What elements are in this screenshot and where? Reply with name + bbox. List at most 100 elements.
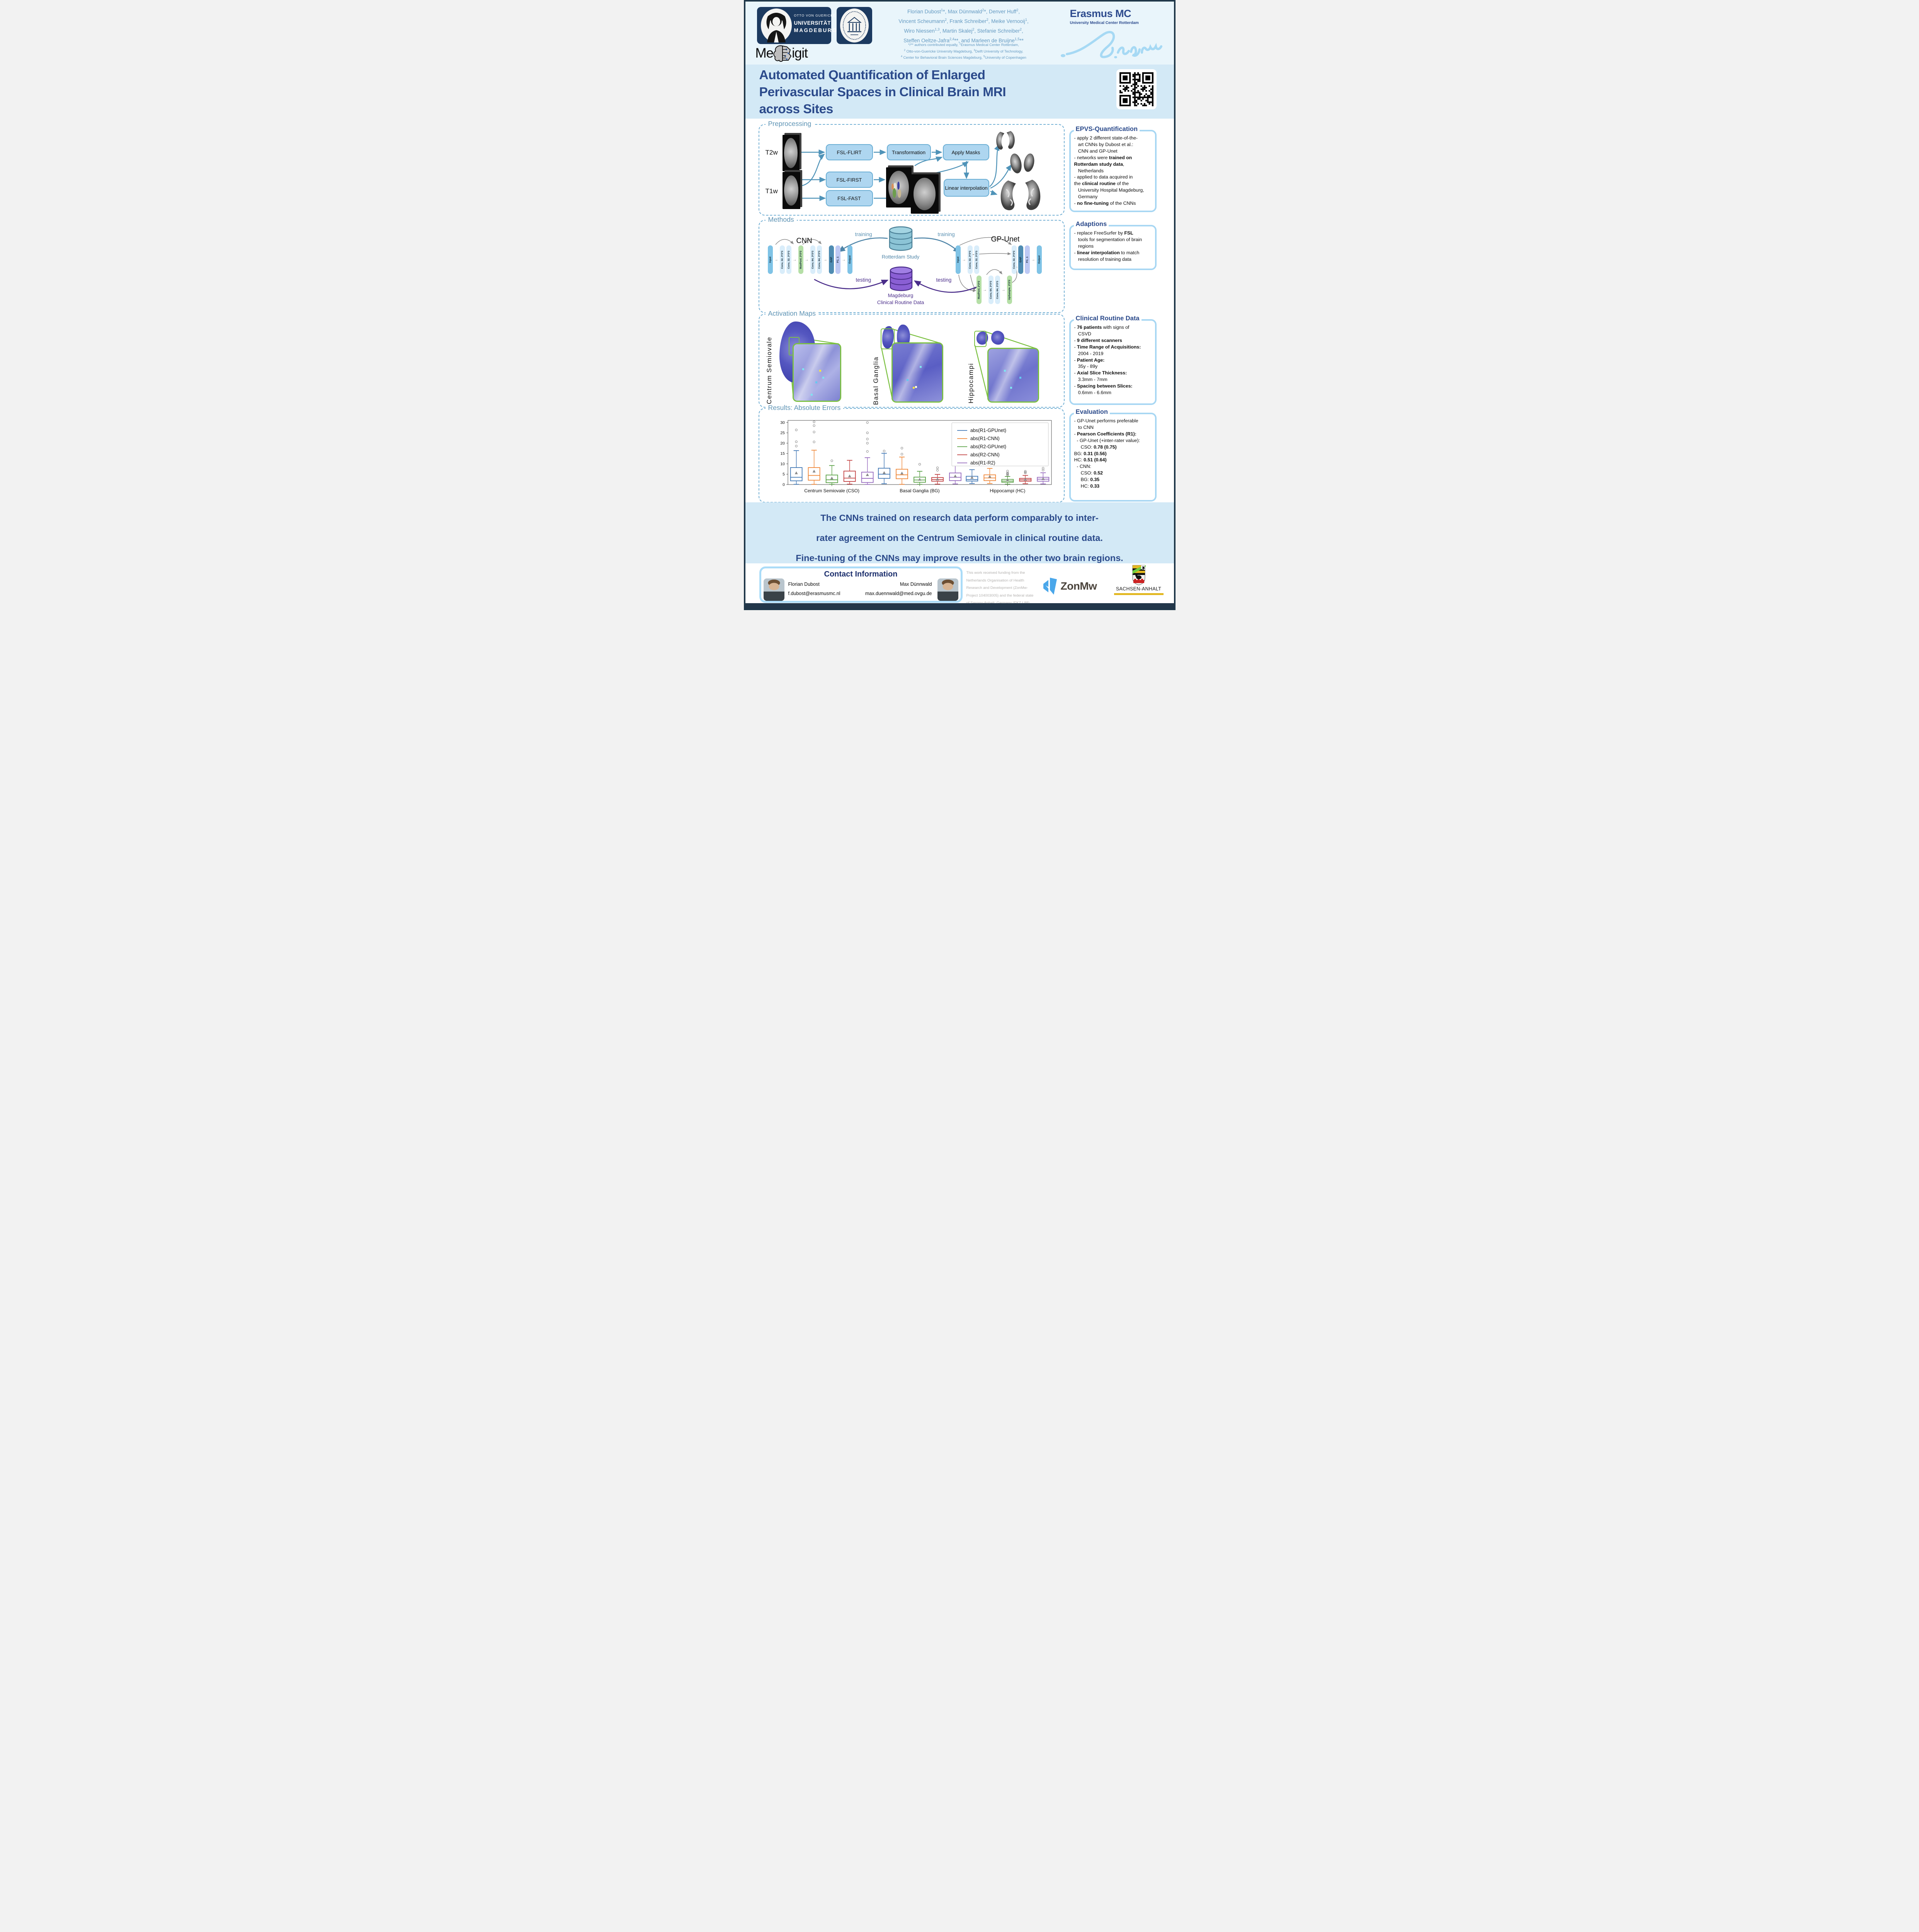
- medigit-text-post: igit: [792, 46, 808, 61]
- layer-pill: MaxPool, 2*2*2: [798, 245, 803, 274]
- contact-email-1[interactable]: f.dubost@erasmusmc.nl: [788, 591, 840, 596]
- max-duennwald-photo: [937, 578, 958, 601]
- contact-name-1: Florian Dubost: [788, 582, 820, 587]
- section-results: Results: Absolute Errors 0 5 10 15 20 25 30 Cen…: [758, 404, 1065, 503]
- gpunet-encoder-diagram: Input → Conv, 32, 3*3*3 Conv, 32, 3*3*3: [955, 245, 979, 274]
- sidebar-evaluation-box: Evaluation - GP-Unet performs preferable…: [1069, 408, 1157, 502]
- medigit-brain-icon: [773, 45, 792, 62]
- sidebar-adaptions-box: Adaptions - replace FreeSurfer by FSL to…: [1069, 221, 1157, 270]
- sidebar-adaptions-title: Adaptions: [1073, 221, 1109, 228]
- layer-pill: FC, 1: [835, 245, 840, 274]
- apply-masks-box: Apply Masks: [942, 144, 989, 160]
- svg-text:abs(R1-R2): abs(R1-R2): [970, 460, 995, 466]
- svg-text:25: 25: [780, 431, 785, 435]
- gpunet-bottleneck-diagram: MaxPool, 2*2*2 → Conv, 64, 3*3*3 Conv, 64, …: [976, 276, 1012, 304]
- zonmw-icon: [1043, 578, 1057, 595]
- title-band: Automated Quantification of Enlarged Per…: [745, 65, 1174, 119]
- flow-arrow-icon: →: [774, 257, 778, 262]
- testing-label-left: testing: [856, 277, 871, 283]
- svg-text:abs(R1-GPUnet): abs(R1-GPUnet): [970, 428, 1006, 433]
- affiliations-block: */** authors contributed equally, 1Erasm…: [901, 43, 1026, 60]
- svg-text:30: 30: [780, 420, 785, 425]
- gpunet-title: GP-Unet: [991, 235, 1020, 243]
- sidebar-clinical-box: Clinical Routine Data - 76 patients with…: [1069, 315, 1157, 405]
- section-activation-title: Activation Maps: [765, 310, 819, 318]
- poster-title: Automated Quantification of Enlarged Per…: [759, 67, 1006, 118]
- contact-card: Contact Information Florian Dubost f.dub…: [759, 566, 963, 603]
- bg-activation-zoom: [891, 342, 943, 403]
- medical-faculty-seal: [836, 7, 872, 44]
- layer-pill: Conv, 32, 3*3*3: [779, 245, 785, 274]
- cnn-layer-diagram: Input → Conv, 32, 3*3*3 Conv, 32, 3*3*3 → Max…: [767, 245, 852, 274]
- label-basal-ganglia: Basal Ganglia: [872, 356, 880, 405]
- sachsen-anhalt-rule: [1114, 593, 1164, 595]
- flow-arrow-icon: →: [983, 287, 987, 292]
- conclusion-line-3: Fine-tuning of the CNNs may improve resu…: [796, 553, 1123, 563]
- qr-code: [1116, 69, 1157, 109]
- poster-root: OTTO VON GUERICKE UNIVERSITÄT MAGDEBURG …: [743, 0, 1176, 610]
- layer-pill: Output: [847, 245, 852, 274]
- svg-text:Basal Ganglia (BG): Basal Ganglia (BG): [900, 488, 939, 493]
- layer-pill: Conv, 64, 3*3*3: [995, 276, 1000, 304]
- contact-name-2: Max Dünnwald: [900, 582, 932, 587]
- label-centrum-semiovale: Centrum Semiovale: [765, 337, 773, 404]
- hc-zoom-region: [974, 331, 987, 347]
- layer-pill: Conv, 32, 3*3*3: [1011, 245, 1017, 274]
- contact-email-2[interactable]: max.duennwald@med.ovgu.de: [865, 591, 932, 596]
- t2w-label: T2w: [765, 149, 778, 156]
- layer-pill: Output: [1036, 245, 1042, 274]
- layer-pill: Conv, 32, 3*3*3: [974, 245, 979, 274]
- sidebar-clinical-title: Clinical Routine Data: [1073, 315, 1142, 322]
- first-segmentation-image: [886, 167, 912, 207]
- authors-block: Florian Dubost1*, Max Dünnwald2*, Denver…: [898, 8, 1029, 44]
- section-methods-title: Methods: [765, 216, 797, 224]
- sidebar-epvs-title: EPVS-Quantification: [1073, 126, 1140, 133]
- flow-arrow-icon: →: [962, 257, 966, 262]
- sidebar-epvs-box: EPVS-Quantification - apply 2 different …: [1069, 126, 1157, 212]
- layer-pill: GAP: [1018, 245, 1023, 274]
- ovgu-line1: OTTO VON GUERICKE: [794, 14, 836, 17]
- rotterdam-label: Rotterdam Study: [881, 254, 920, 260]
- flow-arrow-icon: →: [823, 257, 827, 262]
- bottom-bar: [745, 603, 1174, 609]
- svg-text:10: 10: [780, 462, 785, 466]
- svg-text:Hippocampi (HC): Hippocampi (HC): [990, 488, 1025, 493]
- funding-text: This work received funding from the Neth…: [966, 571, 1034, 605]
- layer-pill: Conv, 64, 3*3*3: [810, 245, 815, 274]
- layer-pill: GAP: [829, 245, 834, 274]
- cnn-title: CNN: [796, 237, 812, 245]
- sidebar-evaluation-title: Evaluation: [1073, 408, 1110, 416]
- layer-pill: Input: [767, 245, 773, 274]
- training-label-left: training: [855, 231, 872, 237]
- flow-arrow-icon: →: [793, 257, 797, 262]
- sidebar-epvs-text: - apply 2 different state-of-the- art CN…: [1074, 135, 1144, 206]
- zonmw-text: ZonMw: [1060, 580, 1097, 592]
- conclusion-text: The CNNs trained on research data perfor…: [745, 508, 1174, 568]
- flow-arrow-icon: →: [1001, 287, 1005, 292]
- contact-title: Contact Information: [824, 570, 898, 578]
- layer-pill: FC, 1: [1024, 245, 1030, 274]
- svg-text:20: 20: [780, 441, 785, 446]
- cso-activation-zoom: [792, 343, 841, 402]
- title-line-1: Automated Quantification of Enlarged: [759, 68, 986, 82]
- section-activation-maps: Activation Maps Centrum Semiovale Basal …: [758, 310, 1065, 408]
- flow-arrow-icon: →: [842, 257, 846, 262]
- conclusion-line-1: The CNNs trained on research data perfor…: [820, 513, 1099, 523]
- sidebar-clinical-text: - 76 patients with signs of CSVD - 9 diff…: [1074, 325, 1141, 396]
- svg-text:0: 0: [783, 483, 785, 487]
- svg-text:5: 5: [783, 472, 785, 477]
- label-hippocampi: Hippocampi: [967, 363, 975, 403]
- erasmus-mc-logo: Erasmus MC University Medical Center Rot…: [1070, 8, 1167, 25]
- magdeburg-label-1: Magdeburg: [888, 293, 914, 298]
- masked-brain-regions-image: [996, 131, 1040, 211]
- erasmus-subtitle: University Medical Center Rotterdam: [1070, 21, 1139, 25]
- svg-text:15: 15: [780, 451, 785, 456]
- conclusion-band: The CNNs trained on research data perfor…: [745, 502, 1174, 563]
- svg-text:abs(R2-CNN): abs(R2-CNN): [970, 452, 1000, 457]
- erasmus-name: Erasmus MC: [1070, 8, 1131, 19]
- methods-arrows: [775, 237, 1017, 293]
- layer-pill: Conv, 32, 3*3*3: [786, 245, 791, 274]
- sachsen-anhalt-logo: SACHSEN-ANHALT: [1114, 565, 1164, 595]
- fsl-first-box: FSL-FIRST: [825, 172, 873, 188]
- section-methods: Methods: [758, 216, 1065, 313]
